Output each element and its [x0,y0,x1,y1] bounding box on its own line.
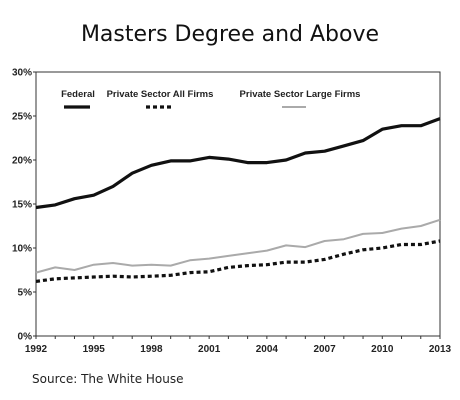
chart-title: Masters Degree and Above [80,22,380,47]
y-tick-label: 25% [12,112,32,123]
series-line-private-sector-large-firms [35,218,441,274]
chart-axes [33,71,441,339]
legend-label-private-sector-large-firms: Private Sector Large Firms [240,89,361,100]
x-tick-label: 1992 [25,344,48,355]
legend-label-private-sector-all-firms: Private Sector All Firms [107,89,214,100]
x-tick-label: 2001 [198,344,221,355]
x-tick-label: 2004 [256,344,279,355]
x-tick-label: 2010 [371,344,394,355]
series-lines [35,117,441,283]
y-tick-label: 5% [18,288,33,299]
y-tick-label: 30% [12,68,32,79]
legend: Federal Private Sector All Firms Private S… [61,89,361,109]
y-tick-label: 20% [12,156,32,167]
y-tick-label: 0% [18,332,33,343]
y-tick-labels: 0% 5% 10% 15% 20% 25% 30% [12,68,32,343]
x-tick-label: 2013 [429,344,452,355]
source-note: Source: The White House [32,372,184,386]
legend-label-federal: Federal [61,89,95,100]
x-tick-label: 2007 [313,344,336,355]
series-line-private-sector-all-firms [35,239,441,283]
x-tick-label: 1995 [83,344,106,355]
x-tick-labels: 1992 1995 1998 2001 2004 2007 2010 2013 [25,344,452,355]
series-line-federal [35,117,441,210]
y-tick-label: 15% [12,200,32,211]
x-tick-label: 1998 [140,344,163,355]
y-tick-label: 10% [12,244,32,255]
plot-frame [35,71,441,337]
